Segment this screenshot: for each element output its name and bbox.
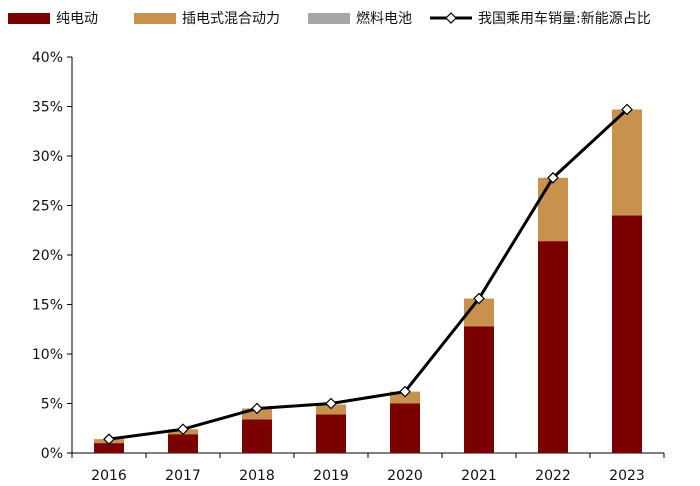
legend: 纯电动 插电式混合动力 燃料电池 我国乘用车销量:新能源占比 [0,0,700,34]
share-point-2020 [399,385,411,398]
bar-0-2017 [168,434,198,453]
bar-0-2021 [464,326,494,453]
y-tick-label-7: 35% [32,100,63,116]
share-point-2023 [621,103,633,116]
x-tick-label-7: 2023 [609,468,645,484]
x-tick-label-0: 2016 [91,468,127,484]
y-tick-label-6: 30% [32,149,63,165]
legend-label-fcev: 燃料电池 [356,11,412,27]
legend-item-fcev: 燃料电池 [308,8,412,28]
x-tick-label-3: 2019 [313,468,349,484]
legend-item-share: 我国乘用车销量:新能源占比 [430,8,651,28]
share-point-2022 [547,171,559,184]
share-point-2021 [473,292,485,305]
bar-0-2020 [390,403,420,453]
legend-swatch-fcev [308,12,350,24]
share-line-0 [108,108,629,441]
bar-0-2023 [612,215,642,453]
bar-0-2022 [538,241,568,453]
legend-item-bev: 纯电动 [8,8,98,28]
legend-label-phev: 插电式混合动力 [182,11,280,27]
y-tick-label-4: 20% [32,248,63,264]
bar-1-2020 [390,391,420,404]
y-tick-label-3: 15% [32,298,63,314]
bar-0-2018 [242,419,272,453]
bar-1-2022 [538,177,568,242]
x-tick-label-2: 2018 [239,468,275,484]
share-point-2018 [251,402,263,415]
legend-swatch-bev [8,12,50,24]
legend-label-bev: 纯电动 [56,11,98,27]
y-tick-label-2: 10% [32,347,63,363]
bar-0-2016 [94,443,124,453]
y-tick-label-8: 40% [32,50,63,66]
x-tick-label-6: 2022 [535,468,571,484]
y-tick-label-1: 5% [41,397,63,413]
x-tick-label-4: 2020 [387,468,423,484]
share-point-2016 [103,433,115,445]
y-tick-label-0: 0% [41,446,63,462]
x-tick-label-1: 2017 [165,468,201,484]
legend-line-share-icon [430,12,472,24]
legend-swatch-phev [134,12,176,24]
bar-0-2019 [316,414,346,453]
x-tick-label-5: 2021 [461,468,497,484]
legend-label-share: 我国乘用车销量:新能源占比 [478,11,651,27]
bar-1-2019 [316,404,346,415]
bar-1-2023 [612,109,642,216]
legend-item-phev: 插电式混合动力 [134,8,280,28]
y-tick-label-5: 25% [32,199,63,215]
share-point-2017 [177,423,189,436]
share-point-2019 [325,397,337,410]
